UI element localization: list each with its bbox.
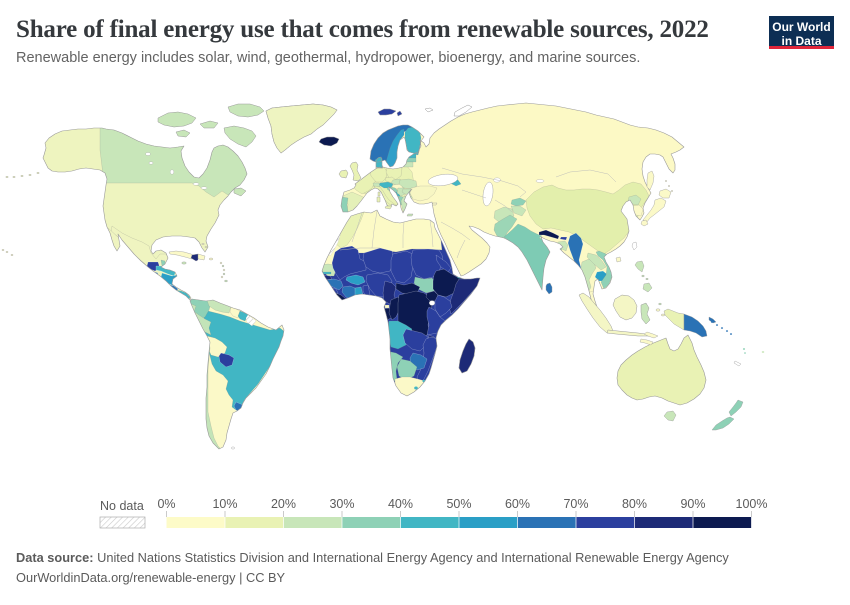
svg-text:60%: 60% xyxy=(505,497,530,511)
svg-text:10%: 10% xyxy=(212,497,237,511)
svg-text:20%: 20% xyxy=(271,497,296,511)
svg-text:0%: 0% xyxy=(157,497,175,511)
svg-text:90%: 90% xyxy=(680,497,705,511)
svg-text:80%: 80% xyxy=(622,497,647,511)
svg-text:No data: No data xyxy=(100,499,144,513)
svg-text:40%: 40% xyxy=(388,497,413,511)
svg-text:50%: 50% xyxy=(446,497,471,511)
svg-text:30%: 30% xyxy=(329,497,354,511)
svg-text:100%: 100% xyxy=(736,497,768,511)
svg-text:70%: 70% xyxy=(563,497,588,511)
